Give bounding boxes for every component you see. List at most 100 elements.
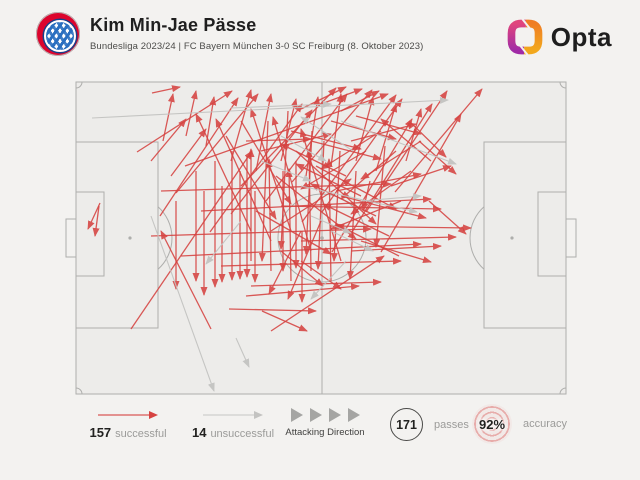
pass-arrows-layer xyxy=(87,85,483,392)
pass-arrow-successful xyxy=(150,118,187,162)
pass-arrow-successful xyxy=(200,195,432,212)
accuracy-label: accuracy xyxy=(523,418,568,430)
pass-arrow-successful xyxy=(245,135,312,143)
pass-arrow-successful xyxy=(380,113,462,253)
legend: 157 successful 14 unsuccessful Attacking D… xyxy=(0,402,640,452)
pass-arrow-successful xyxy=(150,225,372,237)
pass-arrow-successful xyxy=(394,88,483,193)
pass-arrow-successful xyxy=(245,283,360,297)
pass-arrow-unsuccessful xyxy=(280,135,327,162)
pass-arrow-successful xyxy=(87,202,101,230)
page-subtitle: Bundesliga 2023/24 | FC Bayern München 3… xyxy=(90,41,424,52)
unsuccessful-label: unsuccessful xyxy=(210,428,275,440)
pass-arrow-successful xyxy=(295,163,362,197)
pass-arrow-successful xyxy=(390,165,452,187)
pass-arrow-unsuccessful xyxy=(330,230,374,252)
pass-arrow-successful xyxy=(159,97,239,217)
successful-count: 157 xyxy=(89,425,112,440)
pass-arrow-successful xyxy=(325,158,333,282)
pass-arrow-successful xyxy=(322,203,390,237)
pass-arrow-successful xyxy=(310,140,382,161)
pass-arrow-unsuccessful xyxy=(205,220,242,265)
pass-arrow-successful xyxy=(261,310,308,332)
pass-arrow-successful xyxy=(280,250,324,287)
opta-logo-icon xyxy=(507,19,543,55)
pass-arrow-successful xyxy=(365,90,448,213)
pass-arrow-successful xyxy=(228,307,317,315)
corner-arc-top-left xyxy=(75,81,83,89)
pass-arrow-successful xyxy=(151,85,181,94)
pass-arrow-successful xyxy=(287,220,322,300)
legend-successful: 157 successful xyxy=(78,410,178,442)
legend-unsuccessful: 14 unsuccessful xyxy=(178,410,288,442)
pass-arrow-unsuccessful xyxy=(310,260,347,300)
pass-arrow-successful xyxy=(205,96,217,147)
pass-arrow-successful xyxy=(280,143,347,177)
pass-arrow-unsuccessful xyxy=(260,160,312,182)
unsuccessful-arrow-icon xyxy=(203,411,263,419)
pass-arrow-unsuccessful xyxy=(340,120,457,165)
fc-bayern-crest-logo xyxy=(36,12,80,56)
passes-label: passes xyxy=(434,418,469,431)
pass-arrow-unsuccessful xyxy=(230,100,332,109)
page-title: Kim Min-Jae Pässe xyxy=(90,15,257,35)
fc-bayern-crest-inner xyxy=(44,20,76,52)
legend-attacking-direction: Attacking Direction xyxy=(280,408,370,438)
pass-arrow-successful xyxy=(255,210,332,255)
pass-arrow-successful xyxy=(92,205,100,237)
accuracy-target-badge: 92% xyxy=(472,404,512,444)
unsuccessful-count: 14 xyxy=(191,425,207,440)
successful-label: successful xyxy=(115,428,167,440)
pass-arrow-successful xyxy=(355,115,422,136)
pass-arrow-successful xyxy=(130,150,253,330)
pass-arrow-successful xyxy=(180,240,422,257)
pass-arrow-unsuccessful xyxy=(150,215,215,392)
corner-arc-bottom-right xyxy=(559,387,567,395)
pass-arrow-successful xyxy=(408,120,447,158)
corner-arc-top-right xyxy=(559,81,567,89)
right-penalty-spot xyxy=(510,236,514,240)
pass-arrow-successful xyxy=(265,158,273,272)
pass-arrow-successful xyxy=(260,132,332,152)
pass-arrow-successful xyxy=(270,178,352,232)
pass-arrow-successful xyxy=(291,89,373,183)
pass-arrow-successful xyxy=(310,183,377,217)
pass-arrow-unsuccessful xyxy=(310,215,352,234)
legend-accuracy: 92% accuracy xyxy=(472,404,567,444)
pass-arrow-successful xyxy=(270,255,385,332)
pass-arrow-successful xyxy=(335,172,422,192)
left-penalty-arc xyxy=(157,206,173,270)
pass-arrow-successful xyxy=(340,195,427,220)
opta-brand: Opta xyxy=(507,19,612,55)
pass-arrow-unsuccessful xyxy=(91,96,449,119)
pass-arrow-successful xyxy=(160,230,212,330)
left-penalty-spot xyxy=(128,236,132,240)
pass-arrow-unsuccessful xyxy=(300,116,354,152)
left-goal xyxy=(65,218,77,258)
successful-arrow-icon xyxy=(98,411,158,419)
pass-arrow-successful xyxy=(428,200,467,235)
passes-count-badge: 171 xyxy=(390,408,423,441)
pass-arrow-successful xyxy=(258,120,269,262)
pass-arrow-unsuccessful xyxy=(360,193,422,202)
legend-passes-total: 171 passes xyxy=(390,408,469,441)
attacking-direction-label: Attacking Direction xyxy=(285,427,365,438)
pass-arrow-successful xyxy=(305,148,313,272)
pass-arrow-unsuccessful xyxy=(300,185,418,214)
corner-arc-bottom-left xyxy=(75,387,83,395)
attacking-direction-icon xyxy=(280,408,370,422)
pass-arrow-successful xyxy=(380,118,432,162)
pass-arrow-successful xyxy=(215,118,272,242)
header: Kim Min-Jae Pässe Bundesliga 2023/24 | F… xyxy=(0,0,640,70)
right-goal xyxy=(565,218,577,258)
pass-arrow-successful xyxy=(300,260,342,290)
pass-arrow-successful xyxy=(285,168,293,282)
pass-arrow-successful xyxy=(268,230,302,295)
pass-arrow-successful xyxy=(350,122,417,142)
pass-arrow-successful xyxy=(361,180,371,212)
pass-arrow-unsuccessful xyxy=(235,337,250,368)
center-spot xyxy=(320,236,324,240)
right-penalty-arc xyxy=(469,206,485,270)
pass-arrow-successful xyxy=(330,224,472,232)
